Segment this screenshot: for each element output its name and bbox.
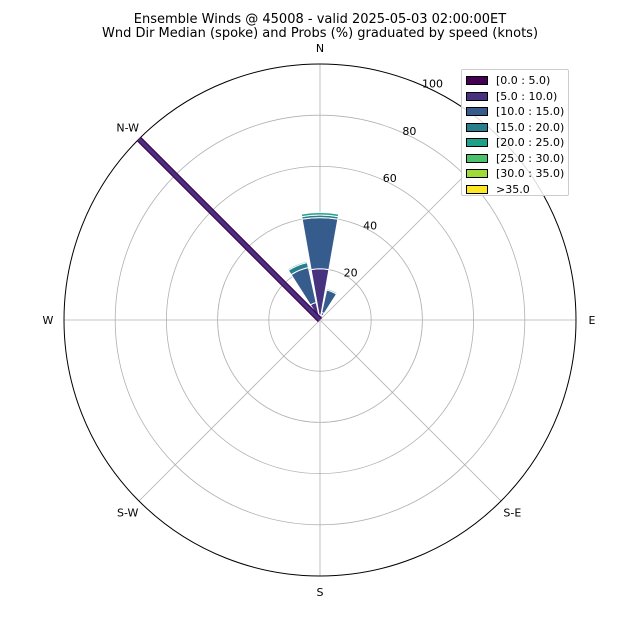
legend-swatch [466, 169, 488, 179]
legend-label: [30.0 : 35.0) [496, 167, 565, 181]
r-tick-label-20: 20 [344, 267, 358, 280]
legend-swatch [466, 91, 488, 101]
legend: [0.0 : 5.0) [5.0 : 10.0) [10.0 : 15.0) [15.… [461, 69, 569, 196]
grid-spoke-135 [319, 319, 502, 502]
legend-swatch [466, 107, 488, 117]
r-tick-label-60: 60 [383, 172, 397, 185]
legend-label: [20.0 : 25.0) [496, 136, 565, 150]
legend-swatch [466, 153, 488, 163]
legend-item: [10.0 : 15.0) [466, 104, 568, 120]
legend-swatch [466, 184, 488, 194]
direction-label-e: E [589, 314, 596, 327]
r-tick-label-80: 80 [402, 125, 416, 138]
direction-label-s: S [317, 586, 324, 599]
legend-item: >35.0 [466, 182, 568, 198]
legend-label: [10.0 : 15.0) [496, 105, 565, 119]
sector-0-bin-4 [300, 212, 340, 218]
legend-item: [5.0 : 10.0) [466, 89, 568, 105]
r-tick-label-40: 40 [363, 219, 377, 232]
legend-swatch [466, 122, 488, 132]
legend-swatch [466, 76, 488, 86]
legend-item: [15.0 : 20.0) [466, 120, 568, 136]
grid-spoke-225 [138, 319, 321, 502]
legend-item: [0.0 : 5.0) [466, 73, 568, 89]
legend-label: >35.0 [496, 182, 530, 196]
sector-1-bin-3 [326, 288, 338, 295]
chart-title: Ensemble Winds @ 45008 - valid 2025-05-0… [133, 12, 507, 27]
median-spoke [137, 137, 322, 322]
legend-label: [25.0 : 30.0) [496, 151, 565, 165]
legend-item: [25.0 : 30.0) [466, 151, 568, 167]
direction-label-n-w: N-W [116, 122, 139, 135]
outer-frame [63, 63, 577, 577]
direction-label-s-e: S-E [503, 506, 521, 519]
sector-2-bin-4 [286, 260, 308, 272]
chart-subtitle: Wnd Dir Median (spoke) and Probs (%) gra… [101, 26, 539, 41]
legend-item: [20.0 : 25.0) [466, 135, 568, 151]
direction-label-w: W [43, 314, 54, 327]
legend-label: [5.0 : 10.0) [496, 89, 558, 103]
legend-label: [15.0 : 20.0) [496, 120, 565, 134]
direction-label-s-w: S-W [117, 506, 139, 519]
direction-label-n: N [316, 42, 324, 55]
r-tick-label-100: 100 [422, 77, 443, 90]
legend-label: [0.0 : 5.0) [496, 74, 551, 88]
legend-swatch [466, 138, 488, 148]
legend-item: [30.0 : 35.0) [466, 166, 568, 182]
